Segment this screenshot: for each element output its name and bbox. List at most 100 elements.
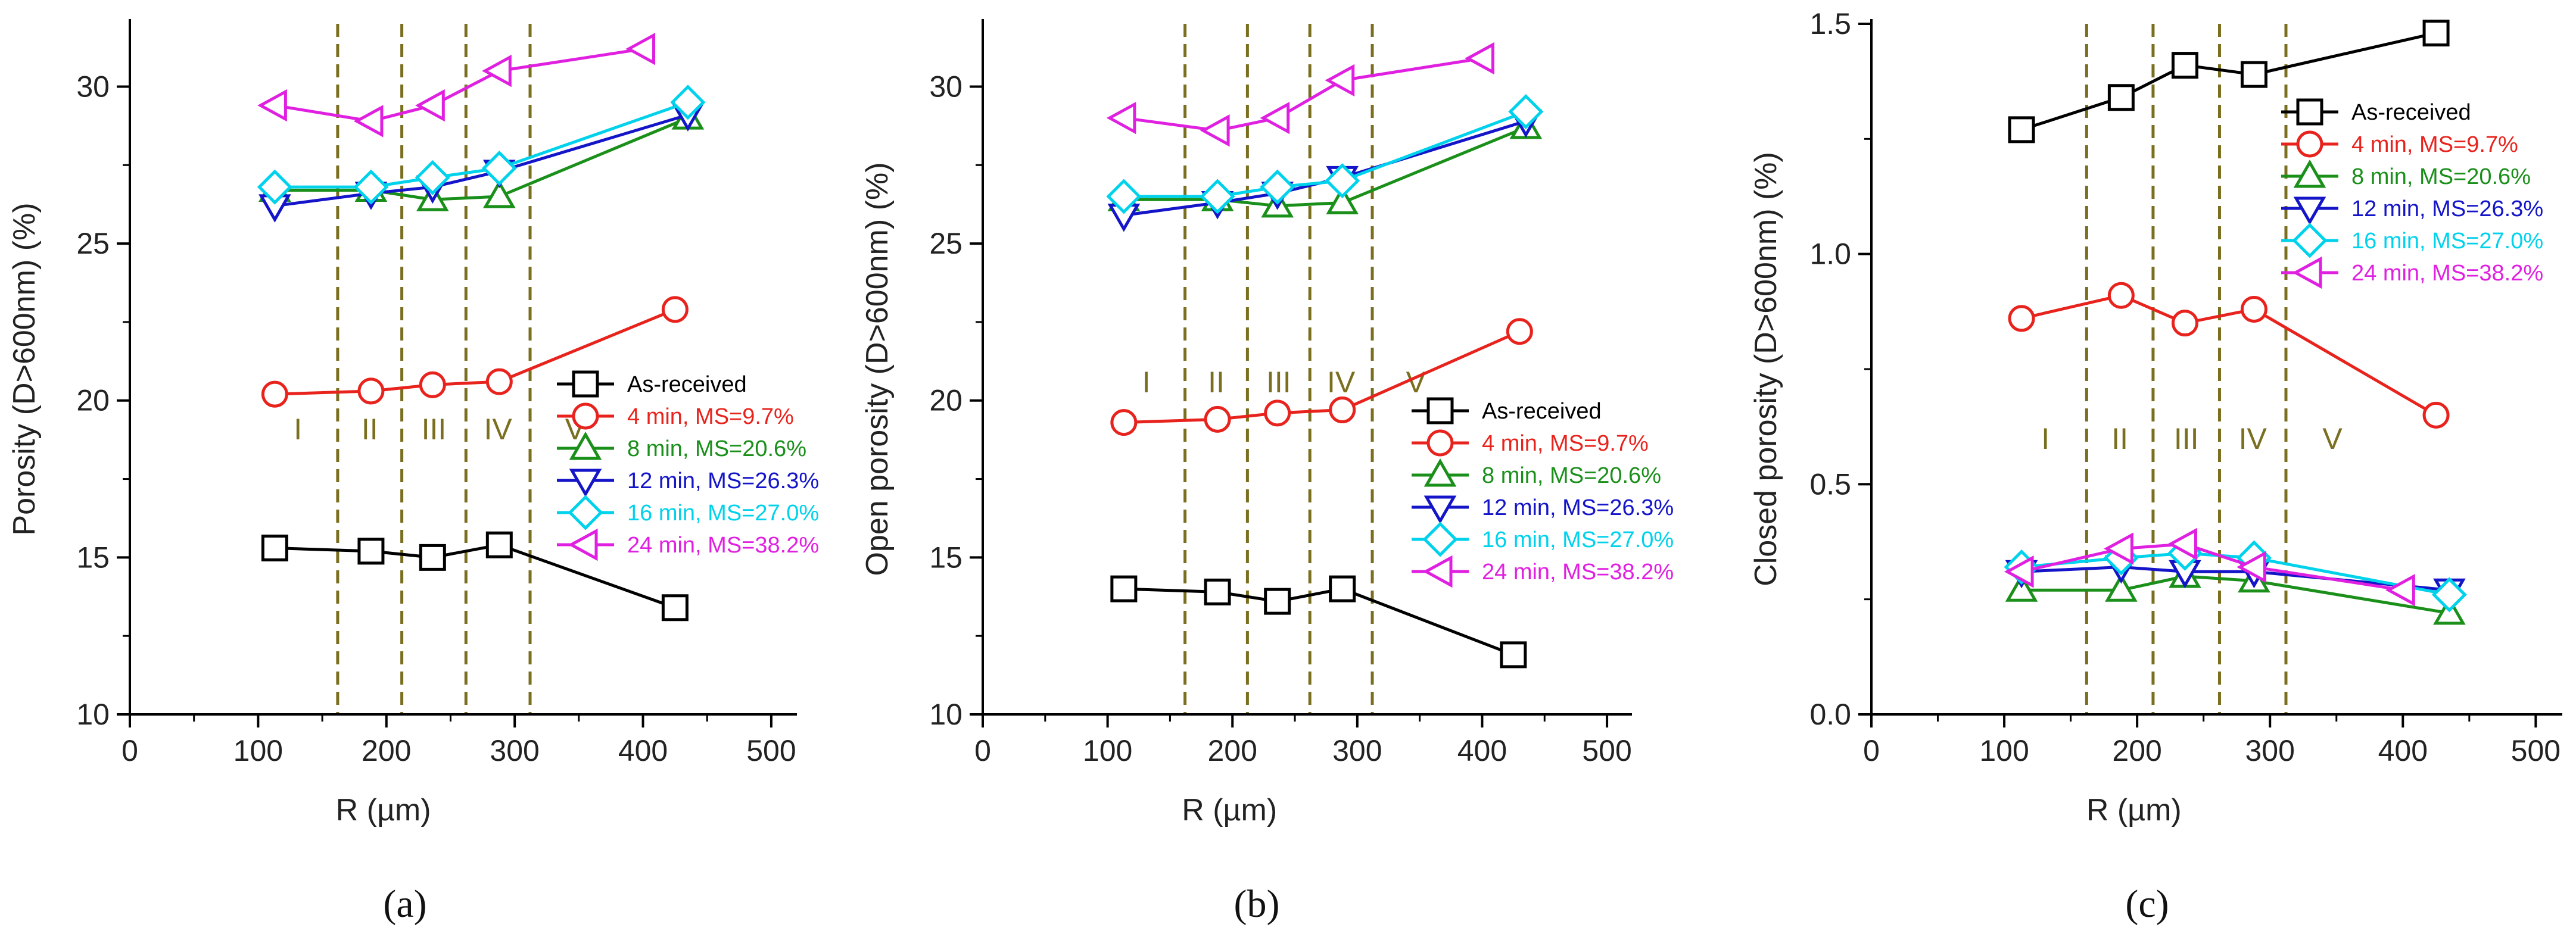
data-point [1325, 64, 1355, 97]
data-point [357, 538, 385, 565]
y-tick-label: 1.5 [1809, 7, 1851, 40]
y-tick-label: 25 [76, 227, 110, 260]
y-axis-title: Open porosity (D>600nm) (%) [860, 162, 895, 576]
x-axis-title: R (µm) [2086, 793, 2182, 828]
data-point [261, 535, 288, 562]
y-tick-label: 15 [76, 541, 110, 574]
legend-marker [572, 402, 599, 430]
x-tick-label: 0 [974, 734, 991, 767]
data-point [2167, 527, 2197, 561]
x-tick-label: 200 [362, 734, 411, 767]
y-axis-title: Porosity (D>600nm) (%) [7, 202, 42, 535]
legend-entry: 24 min, MS=38.2% [1482, 560, 1674, 585]
legend: As-received 4 min, MS=9.7% 8 min, MS=20.6%… [1412, 397, 1674, 588]
region-label: IV [2239, 422, 2267, 455]
legend-marker [2293, 159, 2326, 188]
data-point [1465, 42, 1494, 75]
y-tick-label: 0.0 [1809, 698, 1851, 731]
region-label: I [1142, 366, 1151, 399]
region-label: V [2322, 422, 2343, 455]
data-point [1326, 186, 1359, 215]
series-line [1123, 330, 1521, 424]
data-point [1506, 318, 1533, 345]
data-point [2104, 532, 2133, 565]
data-point [1325, 163, 1360, 199]
region-label: II [362, 413, 378, 446]
x-tick-label: 400 [2378, 734, 2428, 767]
legend-entry: 24 min, MS=38.2% [627, 533, 819, 558]
data-point [482, 54, 512, 88]
series-triangle-up [1107, 110, 1543, 218]
series-line [2021, 542, 2403, 592]
y-tick-label: 10 [929, 698, 963, 731]
series-line [275, 543, 676, 610]
region-label: II [2111, 422, 2128, 455]
y-tick-label: 20 [76, 384, 110, 417]
data-point [261, 380, 288, 408]
x-axis-title: R (µm) [1182, 793, 1277, 828]
series-diamond [257, 85, 706, 205]
data-point [415, 160, 450, 195]
series-diamond [1106, 94, 1544, 214]
legend-entry: 16 min, MS=27.0% [2351, 229, 2543, 254]
legend-marker [2292, 223, 2328, 258]
data-point [419, 371, 446, 398]
series-triangle-down [1107, 109, 1543, 232]
data-point [419, 544, 446, 571]
region-label: V [1406, 366, 1426, 399]
legend-entry: 8 min, MS=20.6% [2351, 164, 2531, 189]
data-point [1508, 94, 1544, 130]
legend-marker [1422, 522, 1458, 557]
legend: As-received 4 min, MS=9.7% 8 min, MS=20.6%… [2281, 98, 2543, 289]
data-point [1264, 588, 1291, 615]
legend: As-received 4 min, MS=9.7% 8 min, MS=20.6%… [557, 370, 819, 561]
legend-marker [1426, 397, 1454, 424]
data-point [1329, 575, 1356, 602]
x-tick-label: 500 [2511, 734, 2561, 767]
x-tick-label: 500 [1582, 734, 1631, 767]
legend-marker [2296, 98, 2323, 126]
data-point [2008, 116, 2035, 143]
x-tick-label: 300 [1332, 734, 1382, 767]
data-point [1106, 179, 1142, 214]
data-point [625, 32, 656, 65]
y-tick-label: 15 [929, 541, 963, 574]
x-tick-label: 300 [490, 734, 539, 767]
legend-entry: 16 min, MS=27.0% [627, 501, 819, 526]
data-point [482, 179, 516, 208]
data-point [1200, 114, 1230, 147]
data-point [485, 531, 513, 558]
data-point [2240, 295, 2267, 323]
data-point [357, 377, 385, 405]
series-line [1123, 57, 1482, 132]
series-square [2008, 19, 2450, 143]
legend-marker [2293, 196, 2326, 226]
series-line [275, 308, 676, 396]
data-point [1204, 578, 1231, 605]
region-label: III [2174, 422, 2199, 455]
data-point [2171, 310, 2198, 337]
data-point [2105, 573, 2138, 602]
series-triangle-left [2004, 527, 2415, 607]
legend-marker [568, 528, 598, 561]
data-point [257, 89, 287, 122]
data-point [1200, 179, 1235, 214]
data-point [257, 169, 292, 205]
legend-entry: 24 min, MS=38.2% [2351, 261, 2543, 286]
series-diamond [2004, 535, 2467, 613]
series-line [1123, 587, 1514, 657]
data-point [353, 105, 384, 138]
legend-marker [1424, 458, 1457, 487]
legend-entry: 8 min, MS=20.6% [1482, 463, 1661, 488]
panel-label: (c) [2125, 882, 2169, 926]
data-point [2422, 401, 2450, 429]
x-tick-label: 100 [1979, 734, 2029, 767]
x-tick-label: 200 [1208, 734, 1257, 767]
data-point [485, 368, 513, 395]
y-tick-label: 25 [929, 227, 963, 260]
legend-marker [569, 431, 602, 460]
data-point [481, 151, 517, 186]
legend-entry: 4 min, MS=9.7% [627, 404, 794, 429]
